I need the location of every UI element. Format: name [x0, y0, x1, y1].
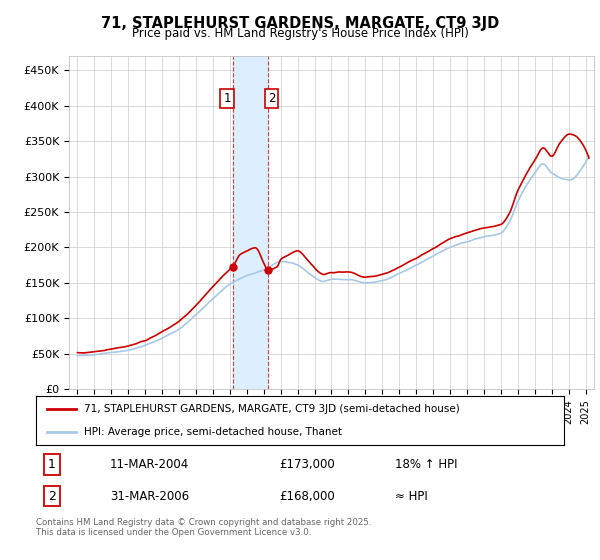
- Text: £168,000: £168,000: [279, 489, 335, 502]
- Text: 11-MAR-2004: 11-MAR-2004: [110, 458, 189, 471]
- Text: 1: 1: [223, 92, 231, 105]
- Text: Price paid vs. HM Land Registry's House Price Index (HPI): Price paid vs. HM Land Registry's House …: [131, 27, 469, 40]
- Text: 2: 2: [268, 92, 275, 105]
- Bar: [233, 56, 268, 389]
- Text: 1: 1: [48, 458, 56, 471]
- Text: 71, STAPLEHURST GARDENS, MARGATE, CT9 3JD (semi-detached house): 71, STAPLEHURST GARDENS, MARGATE, CT9 3J…: [83, 404, 459, 414]
- Text: 2: 2: [48, 489, 56, 502]
- Text: 71, STAPLEHURST GARDENS, MARGATE, CT9 3JD: 71, STAPLEHURST GARDENS, MARGATE, CT9 3J…: [101, 16, 499, 31]
- Text: 18% ↑ HPI: 18% ↑ HPI: [395, 458, 458, 471]
- Text: Contains HM Land Registry data © Crown copyright and database right 2025.
This d: Contains HM Land Registry data © Crown c…: [36, 518, 371, 538]
- Text: HPI: Average price, semi-detached house, Thanet: HPI: Average price, semi-detached house,…: [83, 427, 341, 437]
- Text: ≈ HPI: ≈ HPI: [395, 489, 428, 502]
- Text: 31-MAR-2006: 31-MAR-2006: [110, 489, 189, 502]
- Text: £173,000: £173,000: [279, 458, 335, 471]
